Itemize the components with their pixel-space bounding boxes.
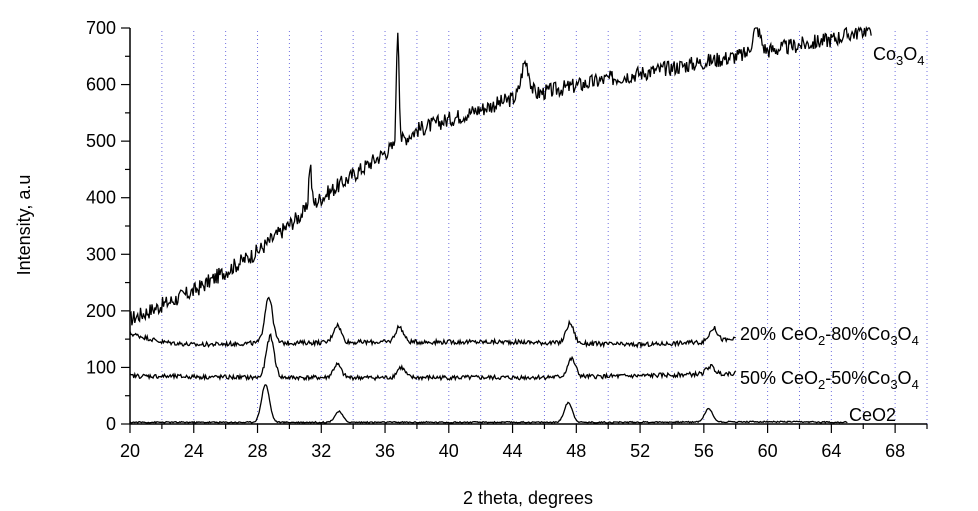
y-tick-label: 300 — [86, 244, 116, 264]
x-tick-label: 60 — [758, 441, 778, 461]
series-line — [129, 333, 737, 382]
series-line — [129, 25, 872, 326]
x-axis-label: 2 theta, degrees — [463, 488, 593, 508]
series-label: 20% CeO2-80%Co3O4 — [740, 324, 919, 348]
series-line — [129, 296, 736, 349]
x-tick-label: 52 — [630, 441, 650, 461]
series-line — [129, 384, 848, 424]
x-tick-label: 56 — [694, 441, 714, 461]
x-tick-label: 44 — [503, 441, 523, 461]
axes: 20 24 28 32 36 40 44 48 52 56 60 64 68 0 100 200 300 400 5… — [86, 18, 928, 461]
y-tick-label: 100 — [86, 357, 116, 377]
y-tick-label: 500 — [86, 131, 116, 151]
series-lines — [129, 25, 872, 424]
x-tick-label: 28 — [248, 441, 268, 461]
x-tick-label: 40 — [439, 441, 459, 461]
x-tick-label: 24 — [184, 441, 204, 461]
y-tick-label: 600 — [86, 75, 116, 95]
vertical-gridlines — [161, 28, 928, 424]
y-tick-label: 400 — [86, 188, 116, 208]
series-label: Co3O4 — [873, 44, 925, 68]
x-tick-label: 36 — [375, 441, 395, 461]
y-axis-label: Intensity, a.u — [14, 175, 34, 276]
y-tick-label: 0 — [106, 414, 116, 434]
series-labels: Co3O4 20% CeO2-80%Co3O4 50% CeO2-50%Co3O4 C… — [740, 44, 925, 425]
x-tick-label: 68 — [885, 441, 905, 461]
series-label: 50% CeO2-50%Co3O4 — [740, 368, 919, 392]
y-tick-label: 200 — [86, 301, 116, 321]
x-tick-label: 48 — [566, 441, 586, 461]
series-label: CeO2 — [849, 405, 896, 425]
y-tick-label: 700 — [86, 18, 116, 38]
x-tick-label: 32 — [311, 441, 331, 461]
x-tick-label: 20 — [120, 441, 140, 461]
x-tick-label: 64 — [821, 441, 841, 461]
